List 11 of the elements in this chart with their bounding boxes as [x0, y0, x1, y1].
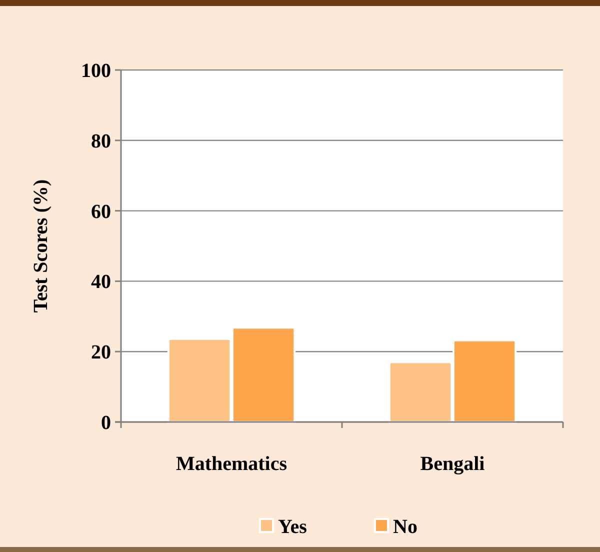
legend-label: No [393, 516, 418, 538]
y-tick-label: 80 [91, 130, 111, 152]
y-axis-title: Test Scores (%) [30, 179, 52, 313]
x-tick-label: Mathematics [176, 453, 288, 475]
y-tick-label: 0 [101, 412, 111, 434]
y-tick-label: 40 [91, 271, 111, 294]
y-tick-label: 100 [81, 60, 111, 82]
x-tick-label: Bengali [420, 453, 486, 475]
legend-label: Yes [278, 516, 308, 538]
y-tick-label: 20 [91, 342, 111, 364]
y-tick-label: 60 [91, 200, 111, 223]
